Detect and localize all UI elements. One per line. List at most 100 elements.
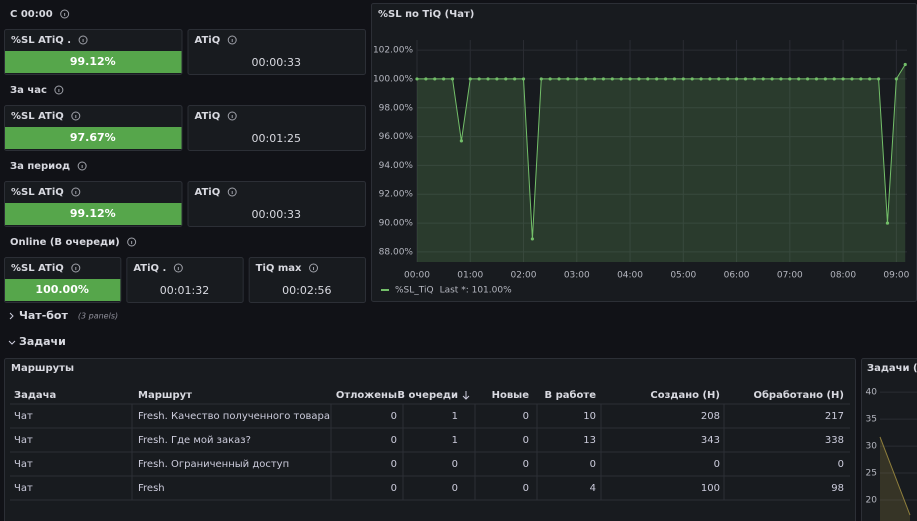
stat-bar bbox=[5, 203, 182, 225]
table-cell: 100 bbox=[701, 483, 720, 494]
stat-value: 00:01:32 bbox=[160, 284, 209, 297]
column-header[interactable]: Создано (Н) bbox=[650, 390, 720, 401]
point bbox=[734, 77, 739, 81]
point bbox=[903, 62, 907, 67]
point bbox=[450, 77, 455, 81]
info-icon[interactable] bbox=[173, 263, 183, 273]
point bbox=[557, 77, 561, 81]
point bbox=[885, 221, 890, 225]
point bbox=[761, 77, 765, 81]
column-header[interactable]: Новые bbox=[492, 390, 530, 401]
section-title: За период bbox=[10, 161, 70, 172]
stat-title: %SL ATiQ bbox=[11, 111, 64, 122]
stat-value: 100.00% bbox=[35, 283, 88, 296]
info-icon[interactable] bbox=[60, 9, 70, 19]
table-cell: 0 bbox=[523, 459, 529, 470]
x-tick-label: 05:00 bbox=[670, 271, 696, 281]
stat-value: 00:00:33 bbox=[252, 56, 301, 69]
point bbox=[521, 77, 526, 81]
point bbox=[708, 77, 712, 81]
stat-panel bbox=[248, 257, 367, 303]
stat-title: TiQ max bbox=[256, 263, 302, 274]
column-header[interactable]: Маршрут bbox=[138, 390, 192, 401]
point bbox=[477, 77, 481, 81]
point bbox=[681, 77, 685, 81]
table-cell: 208 bbox=[701, 411, 720, 422]
point bbox=[575, 77, 579, 81]
table-cell: 1 bbox=[452, 435, 458, 446]
point bbox=[592, 77, 597, 81]
info-icon[interactable] bbox=[309, 263, 319, 273]
stat-title: %SL ATiQ bbox=[11, 187, 64, 198]
stat-value: 97.67% bbox=[70, 131, 116, 144]
info-icon[interactable] bbox=[71, 187, 81, 197]
point bbox=[752, 77, 756, 81]
row-title[interactable]: Задачи bbox=[19, 335, 66, 348]
point bbox=[797, 77, 801, 81]
area bbox=[880, 436, 910, 521]
x-tick-label: 04:00 bbox=[617, 271, 643, 281]
column-header[interactable]: В очереди bbox=[397, 390, 458, 401]
table-cell: 0 bbox=[391, 435, 397, 446]
table-cell: Fresh. Где мой заказ? bbox=[138, 435, 251, 446]
point bbox=[717, 77, 721, 81]
column-header[interactable]: В работе bbox=[545, 389, 597, 401]
point bbox=[859, 77, 863, 81]
y-tick-label: 88.00% bbox=[379, 247, 414, 257]
info-icon[interactable] bbox=[78, 35, 88, 45]
row-chevron[interactable] bbox=[9, 312, 14, 320]
point bbox=[876, 77, 881, 81]
y-tick-label: 90.00% bbox=[379, 219, 414, 229]
table-cell: 0 bbox=[391, 483, 397, 494]
table-cell: Чат bbox=[14, 483, 33, 494]
y-tick-label: 20 bbox=[866, 495, 878, 505]
stat-bar bbox=[5, 127, 182, 149]
column-header[interactable]: Задача bbox=[14, 390, 56, 401]
table-cell: 1 bbox=[452, 411, 458, 422]
table-cell: 13 bbox=[583, 435, 596, 446]
table-cell: 0 bbox=[391, 459, 397, 470]
y-tick-label: 25 bbox=[866, 469, 877, 479]
point bbox=[619, 77, 623, 81]
column-header[interactable]: Обработано (Н) bbox=[753, 389, 844, 401]
row-title[interactable]: Чат-бот bbox=[19, 309, 68, 322]
line bbox=[879, 436, 911, 516]
table-cell: 98 bbox=[831, 483, 844, 494]
y-tick-label: 96.00% bbox=[379, 132, 414, 142]
point bbox=[805, 77, 810, 81]
point bbox=[610, 77, 614, 81]
info-icon[interactable] bbox=[71, 263, 81, 273]
table-cell: Чат bbox=[14, 459, 33, 470]
stat-title: %SL ATiQ bbox=[11, 263, 64, 274]
stat-panel bbox=[126, 257, 244, 303]
point bbox=[823, 77, 827, 81]
point bbox=[726, 77, 730, 81]
section-title: C 00:00 bbox=[10, 9, 53, 20]
stat-value: 00:02:56 bbox=[282, 284, 331, 297]
chart-title: %SL по TiQ (Чат) bbox=[378, 9, 474, 20]
legend-stat: Last *: 101.00% bbox=[440, 286, 512, 296]
info-icon[interactable] bbox=[227, 111, 237, 121]
y-tick-label: 100.00% bbox=[373, 74, 413, 84]
info-icon[interactable] bbox=[227, 187, 237, 197]
table-cell: Чат bbox=[14, 435, 33, 446]
point bbox=[894, 77, 898, 81]
legend-name[interactable]: %SL_TiQ bbox=[395, 286, 434, 296]
column-header[interactable]: Отложены bbox=[336, 390, 397, 401]
point bbox=[841, 77, 845, 81]
table-cell: 0 bbox=[590, 459, 596, 470]
stat-value: 00:01:25 bbox=[252, 132, 301, 145]
table-cell: 0 bbox=[523, 483, 529, 494]
stat-title: ATiQ bbox=[195, 187, 221, 198]
info-icon[interactable] bbox=[227, 35, 237, 45]
point bbox=[495, 77, 499, 81]
point bbox=[415, 77, 419, 81]
info-icon[interactable] bbox=[77, 161, 87, 171]
info-icon[interactable] bbox=[54, 85, 64, 95]
info-icon[interactable] bbox=[127, 237, 137, 247]
point bbox=[743, 77, 748, 81]
point bbox=[868, 77, 872, 81]
row-chevron[interactable] bbox=[8, 340, 16, 345]
stat-value: 99.12% bbox=[70, 55, 116, 68]
info-icon[interactable] bbox=[71, 111, 81, 121]
